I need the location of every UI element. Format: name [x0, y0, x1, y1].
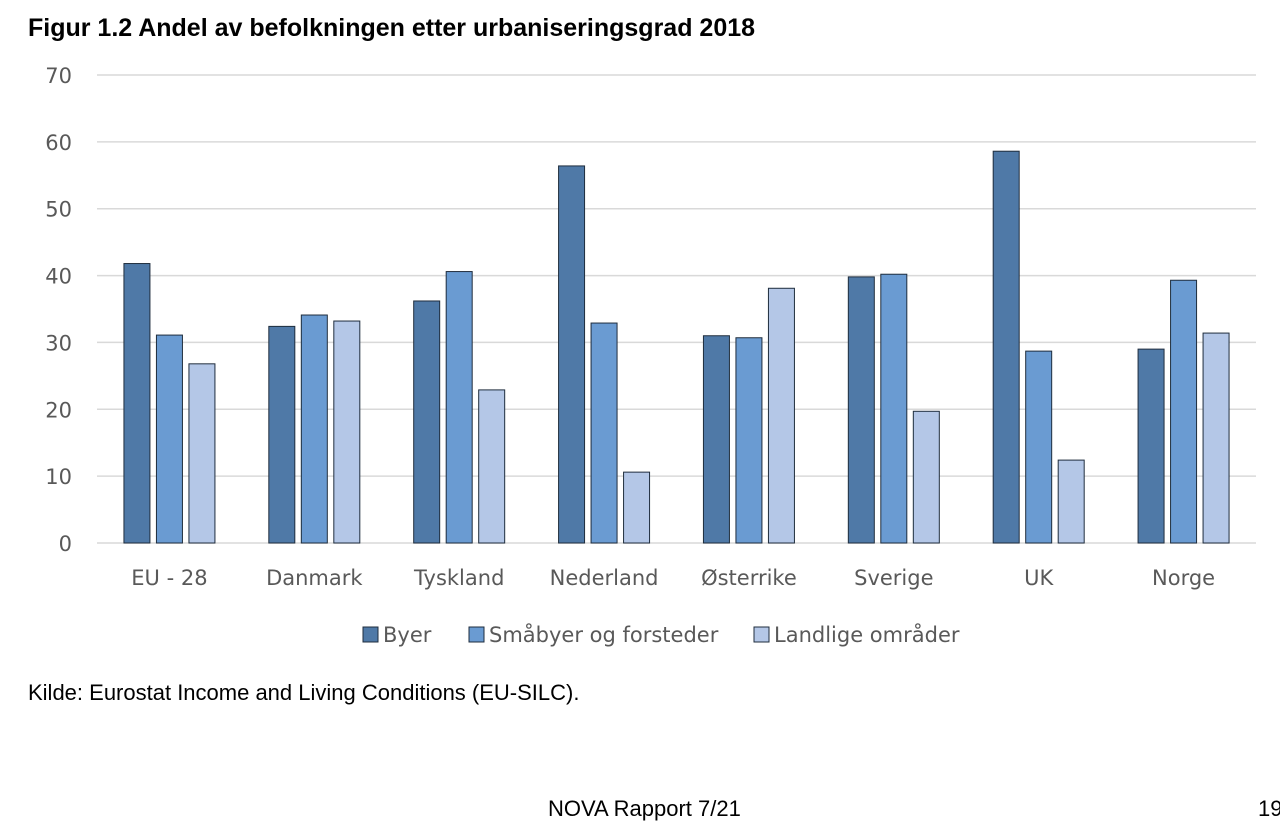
x-category-label: Nederland [550, 566, 659, 590]
y-tick-label: 10 [45, 465, 72, 489]
figure-title: Figur 1.2 Andel av befolkningen etter ur… [28, 14, 756, 42]
legend-swatch [753, 626, 770, 643]
bar-småbyer-og-forsteder-0 [155, 334, 183, 544]
legend-swatch [362, 626, 379, 643]
y-axis-tick-labels: 0 10 20 30 40 50 60 70 [45, 64, 72, 556]
legend: Byer Småbyer og forsteder Landlige områder [362, 622, 960, 647]
bar-småbyer-og-forsteder-2 [445, 271, 473, 544]
bar-landlige-områder-2 [478, 389, 506, 544]
legend-label: Byer [383, 623, 432, 647]
legend-swatch [468, 626, 485, 643]
bar-småbyer-og-forsteder-3 [590, 322, 618, 544]
x-category-label: Sverige [854, 566, 933, 590]
y-tick-label: 60 [45, 131, 72, 155]
x-category-label: Norge [1152, 566, 1215, 590]
report-footer: NOVA Rapport 7/21 [548, 796, 741, 821]
x-category-label: Danmark [266, 566, 363, 590]
x-category-label: UK [1024, 566, 1054, 590]
source-note: Kilde: Eurostat Income and Living Condit… [28, 680, 580, 705]
y-tick-label: 70 [45, 64, 72, 88]
bar-landlige-områder-0 [188, 363, 216, 544]
bar-landlige-områder-5 [912, 410, 940, 544]
page-number: 19 [1258, 796, 1280, 821]
y-tick-label: 0 [59, 532, 72, 556]
bar-småbyer-og-forsteder-7 [1170, 279, 1198, 544]
y-tick-label: 30 [45, 331, 72, 355]
y-tick-label: 20 [45, 398, 72, 422]
bar-landlige-områder-6 [1057, 459, 1085, 544]
bar-småbyer-og-forsteder-4 [735, 337, 763, 544]
x-category-label: EU - 28 [131, 566, 207, 590]
y-tick-label: 50 [45, 198, 72, 222]
bar-byer-0 [123, 263, 151, 544]
y-tick-label: 40 [45, 265, 72, 289]
bar-småbyer-og-forsteder-5 [880, 273, 908, 544]
bar-byer-2 [413, 300, 441, 544]
bar-landlige-områder-3 [623, 471, 651, 544]
x-axis-category-labels: EU - 28 Danmark Tyskland Nederland Østerrike… [131, 566, 1215, 590]
bar-byer-4 [702, 335, 730, 544]
bar-småbyer-og-forsteder-1 [300, 314, 328, 544]
x-category-label: Tyskland [413, 566, 504, 590]
bar-byer-7 [1137, 348, 1165, 544]
x-category-label: Østerrike [701, 566, 797, 590]
bar-byer-6 [992, 150, 1020, 544]
legend-label: Landlige områder [774, 622, 960, 647]
bar-byer-3 [558, 165, 586, 544]
bar-landlige-områder-1 [333, 320, 361, 544]
bar-landlige-områder-7 [1202, 332, 1230, 544]
legend-label: Småbyer og forsteder [489, 622, 719, 647]
bars [123, 150, 1230, 544]
bar-landlige-områder-4 [767, 287, 795, 544]
bar-småbyer-og-forsteder-6 [1025, 350, 1053, 544]
bar-byer-5 [847, 276, 875, 544]
bar-byer-1 [268, 325, 296, 544]
